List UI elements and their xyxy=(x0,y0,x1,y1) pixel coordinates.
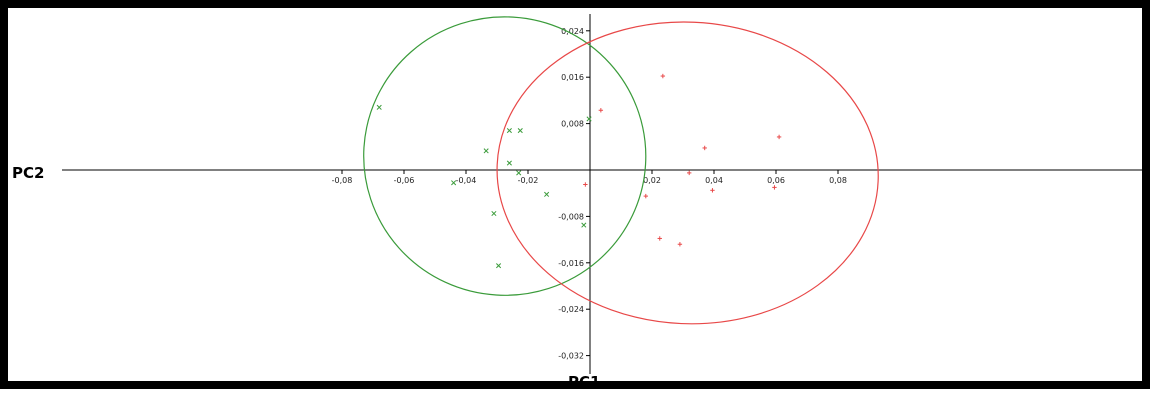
y-tick-label: -0,016 xyxy=(558,259,584,268)
y-tick-label: 0,024 xyxy=(561,27,584,36)
plus-marker-point xyxy=(677,242,683,247)
y-axis-title: PC2 xyxy=(12,164,44,182)
x-tick-label: 0,02 xyxy=(643,176,661,185)
x-marker-point xyxy=(376,104,382,110)
x-marker-point xyxy=(506,128,512,134)
x-tick-label: 0,04 xyxy=(705,176,723,185)
marker-stroke xyxy=(451,180,457,186)
y-tick-label: -0,032 xyxy=(558,352,584,361)
x-tick-label: -0,08 xyxy=(332,176,353,185)
x-marker-point xyxy=(483,148,489,154)
marker-stroke xyxy=(376,104,382,110)
ellipse-series-2 xyxy=(496,21,879,325)
x-marker-point xyxy=(491,210,497,217)
plus-marker-point xyxy=(776,134,782,140)
marker-stroke xyxy=(506,160,512,166)
marker-stroke xyxy=(506,128,512,134)
x-marker-point xyxy=(506,160,512,166)
marker-stroke xyxy=(516,170,522,176)
x-marker-point xyxy=(517,128,523,134)
x-tick-label: 0,08 xyxy=(829,176,847,185)
x-tick-label: -0,06 xyxy=(394,176,415,185)
x-axis-title: PC1 xyxy=(568,373,600,389)
marker-stroke xyxy=(586,116,592,122)
plus-marker-point xyxy=(643,193,648,199)
marker-stroke xyxy=(581,222,587,228)
y-tick-label: -0,024 xyxy=(558,305,584,314)
marker-stroke xyxy=(544,191,550,197)
plus-marker-point xyxy=(772,185,777,190)
data-points xyxy=(376,73,782,269)
x-tick-label: -0,04 xyxy=(456,176,477,185)
plus-marker-point xyxy=(660,73,666,79)
marker-stroke xyxy=(517,128,523,134)
confidence-ellipses xyxy=(363,16,879,325)
x-marker-point xyxy=(544,191,550,197)
marker-stroke xyxy=(491,210,497,217)
plus-marker-point xyxy=(687,170,692,176)
x-tick-label: 0,06 xyxy=(767,176,785,185)
x-marker-point xyxy=(516,170,522,176)
marker-stroke xyxy=(483,148,489,154)
x-marker-point xyxy=(581,222,587,228)
y-tick-label: 0,016 xyxy=(561,73,584,82)
x-marker-point xyxy=(451,180,457,186)
plus-marker-point xyxy=(702,145,707,151)
x-marker-point xyxy=(586,116,592,122)
plus-marker-point xyxy=(657,236,662,241)
plus-marker-point xyxy=(583,182,588,187)
y-tick-label: -0,008 xyxy=(558,212,584,221)
axes: -0,08 -0,06 -0,04 -0,02 0,02 0,04 0,06 0,08 0,02… xyxy=(62,14,1150,374)
x-marker-point xyxy=(495,263,502,269)
x-tick-label: -0,02 xyxy=(518,176,539,185)
y-tick-label: 0,008 xyxy=(561,120,584,129)
plus-marker-point xyxy=(710,188,715,193)
plus-marker-point xyxy=(598,108,604,113)
ellipse-series-1 xyxy=(363,16,647,296)
marker-stroke xyxy=(495,263,502,269)
